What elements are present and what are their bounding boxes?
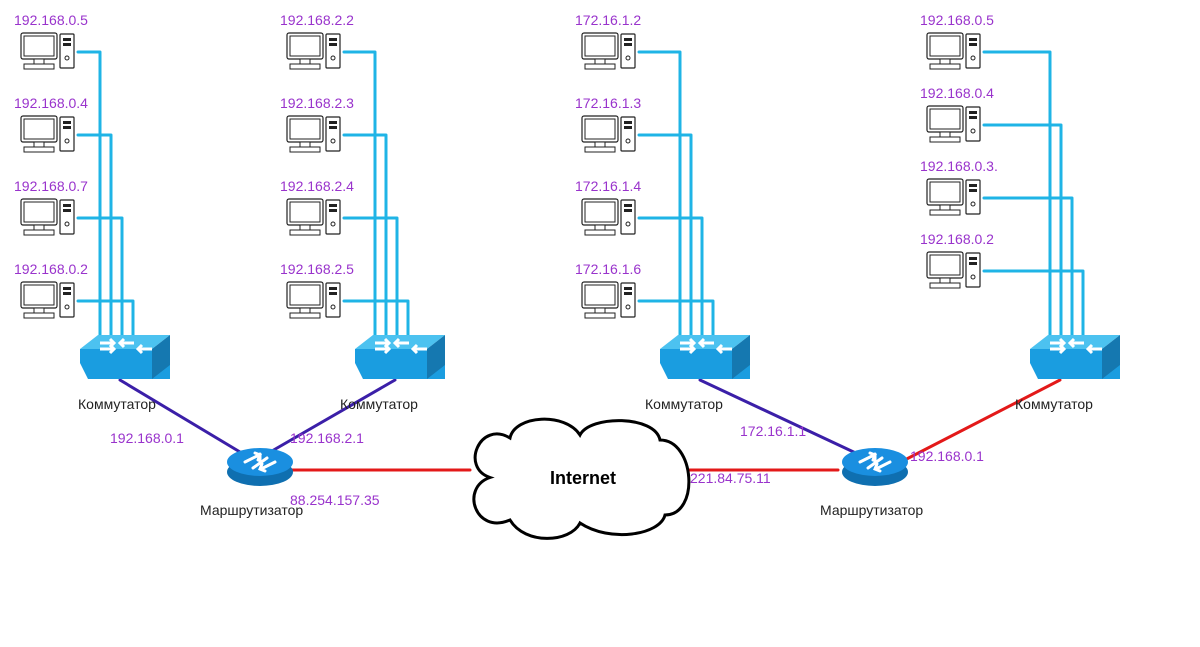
router-label-0: Маршрутизатор [200, 502, 303, 518]
workstation-icon [926, 105, 986, 155]
router-icon [840, 442, 910, 497]
router-label-1: Маршрутизатор [820, 502, 923, 518]
ip-label-group2-pc0: 172.16.1.2 [575, 12, 641, 28]
ip-label-group0-pc3: 192.168.0.2 [14, 261, 88, 277]
ip-label-group0-pc0: 192.168.0.5 [14, 12, 88, 28]
router0-if-wan: 88.254.157.35 [290, 492, 380, 508]
ip-label-group1-pc0: 192.168.2.2 [280, 12, 354, 28]
ip-label-group2-pc3: 172.16.1.6 [575, 261, 641, 277]
workstation-icon [286, 115, 346, 165]
workstation-icon [581, 32, 641, 82]
ip-label-group0-pc1: 192.168.0.4 [14, 95, 88, 111]
switch-label-3: Коммутатор [1015, 396, 1093, 412]
ip-label-group1-pc1: 192.168.2.3 [280, 95, 354, 111]
workstation-icon [20, 198, 80, 248]
workstation-icon [286, 198, 346, 248]
switch-icon [1030, 335, 1120, 390]
workstation-icon [286, 32, 346, 82]
router1-if-right: 192.168.0.1 [910, 448, 984, 464]
ip-label-group3-pc2: 192.168.0.3. [920, 158, 998, 174]
router1-if-left: 172.16.1.1 [740, 423, 806, 439]
workstation-icon [20, 281, 80, 331]
router0-if-left: 192.168.0.1 [110, 430, 184, 446]
switch-label-1: Коммутатор [340, 396, 418, 412]
ip-label-group0-pc2: 192.168.0.7 [14, 178, 88, 194]
workstation-icon [581, 115, 641, 165]
workstation-icon [20, 115, 80, 165]
switch-label-0: Коммутатор [78, 396, 156, 412]
workstation-icon [581, 198, 641, 248]
workstation-icon [926, 178, 986, 228]
workstation-icon [581, 281, 641, 331]
switch-icon [355, 335, 445, 390]
router0-if-right: 192.168.2.1 [290, 430, 364, 446]
ip-label-group2-pc1: 172.16.1.3 [575, 95, 641, 111]
workstation-icon [926, 251, 986, 301]
ip-label-group2-pc2: 172.16.1.4 [575, 178, 641, 194]
switch-label-2: Коммутатор [645, 396, 723, 412]
workstation-icon [286, 281, 346, 331]
router1-if-wan: 221.84.75.11 [690, 470, 771, 486]
workstation-icon [20, 32, 80, 82]
ip-label-group3-pc1: 192.168.0.4 [920, 85, 994, 101]
internet-label: Internet [550, 468, 616, 489]
switch-icon [660, 335, 750, 390]
ip-label-group1-pc3: 192.168.2.5 [280, 261, 354, 277]
switch-icon [80, 335, 170, 390]
workstation-icon [926, 32, 986, 82]
ip-label-group3-pc3: 192.168.0.2 [920, 231, 994, 247]
router-icon [225, 442, 295, 497]
ip-label-group1-pc2: 192.168.2.4 [280, 178, 354, 194]
ip-label-group3-pc0: 192.168.0.5 [920, 12, 994, 28]
